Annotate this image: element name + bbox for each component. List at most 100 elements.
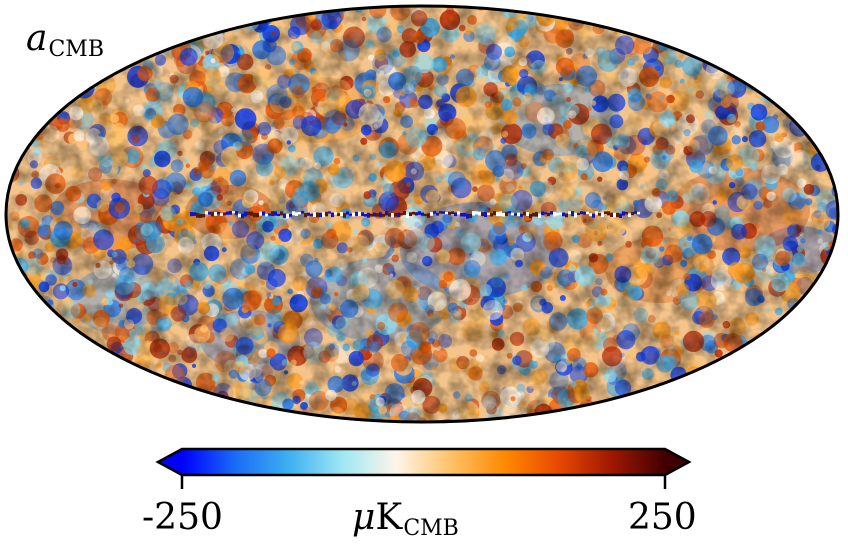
- fluctuation-spot: [7, 321, 28, 343]
- fluctuation-spot: [800, 6, 823, 12]
- fluctuation-spot: [303, 6, 319, 13]
- fluctuation-spot: [832, 6, 838, 12]
- galactic-residual-pixel: [442, 211, 445, 214]
- fluctuation-spot: [823, 329, 838, 348]
- fluctuation-spot: [772, 402, 777, 408]
- fluctuation-spot: [155, 6, 167, 16]
- fluctuation-spot: [672, 28, 691, 48]
- fluctuation-spot: [97, 375, 109, 387]
- fluctuation-spot: [803, 405, 817, 419]
- fluctuation-spot: [46, 334, 69, 357]
- galactic-residual-pixel: [364, 214, 367, 217]
- fluctuation-spot: [261, 6, 273, 16]
- fluctuation-spot: [132, 6, 153, 13]
- fluctuation-spot: [43, 369, 56, 383]
- fluctuation-spot: [6, 69, 19, 82]
- fluctuation-spot: [709, 38, 723, 52]
- galactic-residual-pixel: [517, 212, 520, 217]
- fluctuation-spot: [812, 346, 834, 368]
- fluctuation-spot: [815, 405, 831, 421]
- galactic-residual-pixel: [460, 213, 463, 217]
- fluctuation-spot: [797, 44, 812, 59]
- fluctuation-spot: [33, 392, 42, 401]
- fluctuation-spot: [673, 399, 683, 409]
- fluctuation-spot: [77, 416, 89, 422]
- galactic-residual-pixel: [235, 211, 238, 215]
- fluctuation-spot: [41, 407, 63, 422]
- fluctuation-spot: [811, 7, 822, 18]
- fluctuation-spot: [282, 414, 292, 422]
- fluctuation-spot: [721, 54, 737, 69]
- fluctuation-spot: [815, 31, 835, 51]
- galactic-residual-pixel: [394, 212, 397, 217]
- galactic-residual-pixel: [415, 212, 418, 216]
- fluctuation-spot: [745, 55, 757, 67]
- fluctuation-spot: [782, 351, 788, 357]
- fluctuation-spot: [59, 364, 67, 373]
- galactic-residual-pixel: [496, 211, 499, 217]
- fluctuation-spot: [6, 71, 22, 87]
- fluctuation-spot: [833, 257, 838, 276]
- fluctuation-spot: [6, 401, 24, 422]
- fluctuation-spot: [780, 329, 789, 338]
- fluctuation-spot: [800, 369, 805, 375]
- galactic-residual-pixel: [508, 211, 511, 214]
- fluctuation-spot: [612, 22, 617, 27]
- fluctuation-spot: [117, 410, 128, 421]
- fluctuation-spot: [228, 408, 239, 419]
- galactic-residual-pixel: [409, 212, 412, 216]
- fluctuation-spot: [600, 7, 609, 16]
- fluctuation-spot: [752, 62, 757, 68]
- galactic-residual-pixel: [553, 212, 556, 217]
- fluctuation-spot: [80, 417, 88, 422]
- fluctuation-spot: [816, 63, 828, 75]
- fluctuation-spot: [754, 397, 775, 417]
- fluctuation-spot: [829, 118, 836, 125]
- galactic-residual-pixel: [397, 212, 400, 218]
- fluctuation-spot: [34, 109, 49, 124]
- fluctuation-spot: [699, 419, 707, 422]
- fluctuation-spot: [827, 369, 838, 390]
- fluctuation-spot: [689, 26, 707, 44]
- fluctuation-spot: [120, 396, 138, 415]
- fluctuation-spot: [131, 407, 150, 422]
- fluctuation-spot: [10, 294, 30, 315]
- fluctuation-spot: [10, 134, 18, 143]
- galactic-residual-pixel: [277, 213, 280, 216]
- fluctuation-spot: [89, 8, 96, 16]
- fluctuation-spot: [148, 6, 161, 19]
- galactic-residual-pixel: [286, 213, 289, 219]
- fluctuation-spot: [458, 426, 464, 432]
- galactic-residual-pixel: [253, 212, 256, 218]
- fluctuation-spot: [47, 75, 55, 83]
- fluctuation-spot: [180, 6, 191, 9]
- fluctuation-spot: [154, 35, 164, 45]
- fluctuation-spot: [41, 378, 50, 386]
- fluctuation-spot: [708, 22, 728, 42]
- fluctuation-spot: [136, 373, 156, 393]
- fluctuation-spot: [156, 403, 168, 416]
- fluctuation-spot: [135, 372, 144, 382]
- fluctuation-spot: [580, 6, 601, 20]
- fluctuation-spot: [711, 38, 728, 54]
- galactic-residual-pixel: [550, 211, 553, 215]
- fluctuation-spot: [0, 239, 5, 247]
- fluctuation-spot: [819, 332, 837, 350]
- galactic-residual-pixel: [625, 211, 628, 215]
- fluctuation-spot: [28, 421, 35, 422]
- fluctuation-spot: [830, 300, 838, 315]
- fluctuation-spot: [584, 416, 598, 422]
- galactic-residual-pixel: [190, 212, 193, 217]
- fluctuation-spot: [658, 400, 670, 411]
- fluctuation-spot: [22, 63, 37, 78]
- fluctuation-spot: [791, 18, 799, 25]
- fluctuation-spot: [183, 33, 190, 40]
- fluctuation-spot: [703, 32, 718, 47]
- fluctuation-spot: [150, 28, 162, 40]
- fluctuation-spot: [813, 339, 825, 351]
- sky-map-outline: [4, 4, 840, 424]
- galactic-residual-pixel: [316, 212, 319, 218]
- galactic-residual-pixel: [469, 213, 472, 219]
- fluctuation-spot: [717, 23, 735, 42]
- fluctuation-spot: [81, 0, 88, 5]
